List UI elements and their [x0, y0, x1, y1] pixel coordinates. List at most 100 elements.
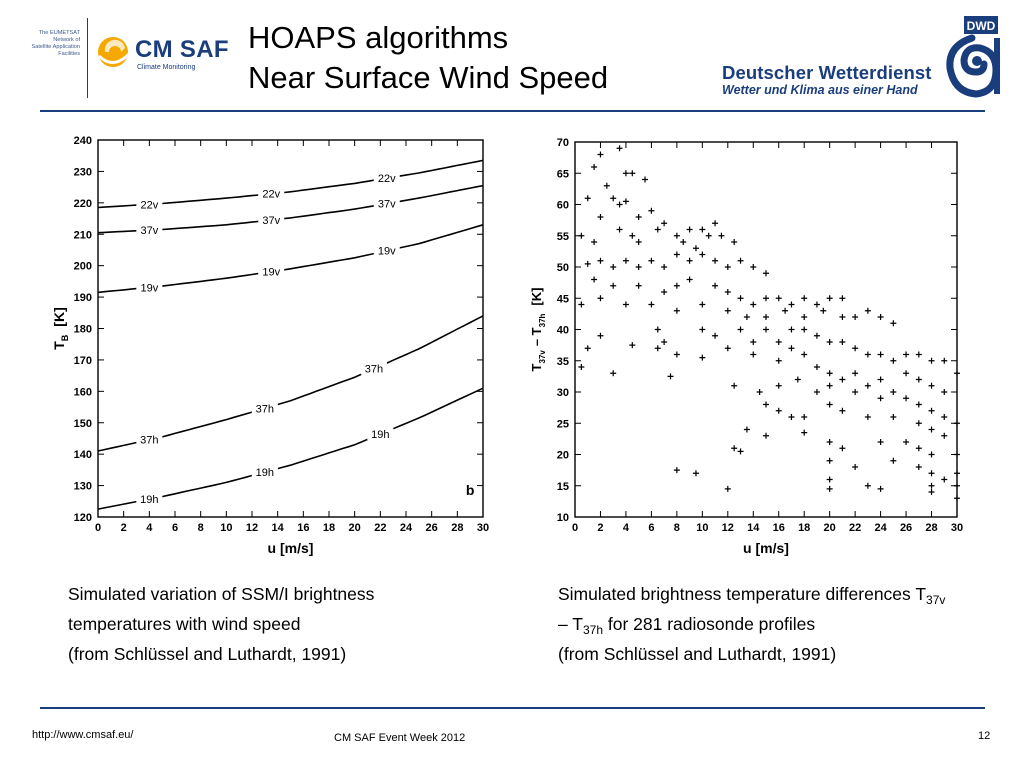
x-tick-label: 0	[572, 522, 578, 534]
data-point	[692, 470, 699, 477]
x-tick-label: 18	[323, 522, 335, 534]
data-point	[699, 226, 706, 233]
data-point	[954, 482, 960, 489]
data-point	[839, 295, 846, 302]
data-point	[642, 176, 649, 183]
data-point	[724, 289, 731, 295]
data-point	[673, 307, 680, 314]
data-point	[597, 295, 604, 302]
series-label-37h: 37h	[365, 364, 383, 376]
series-label-bg	[258, 264, 285, 278]
series-label-19v: 19v	[262, 267, 280, 279]
data-point	[731, 445, 738, 452]
right-caption-line-2: – T37h for 281 radiosonde profiles	[558, 609, 945, 639]
data-point	[864, 351, 871, 358]
series-label-22v: 22v	[378, 173, 396, 185]
y-tick-label: 180	[74, 324, 92, 336]
data-point	[839, 339, 846, 345]
data-point	[737, 326, 744, 333]
data-point	[616, 201, 623, 208]
right-caption-line-1: Simulated brightness temperature differe…	[558, 579, 945, 609]
data-point	[820, 307, 827, 314]
series-label-bg	[136, 280, 163, 294]
subscript-37v: 37v	[926, 593, 946, 607]
data-point	[616, 145, 623, 152]
data-point	[705, 232, 712, 239]
data-point	[591, 276, 598, 283]
data-point	[864, 482, 871, 489]
y-tick-label: 45	[557, 293, 569, 305]
x-tick-label: 8	[674, 522, 680, 534]
data-point	[915, 420, 922, 427]
data-point	[673, 232, 680, 239]
y-tick-label: 35	[557, 356, 569, 368]
y-tick-label: 140	[74, 449, 92, 461]
data-point	[826, 382, 833, 389]
data-point	[954, 451, 960, 458]
data-point	[928, 451, 935, 458]
footer-event: CM SAF Event Week 2012	[334, 732, 466, 744]
data-point	[890, 414, 897, 420]
series-line-19h	[97, 387, 484, 510]
data-point	[775, 295, 782, 302]
data-point	[692, 245, 699, 252]
title-line-2: Near Surface Wind Speed	[248, 60, 609, 95]
data-point	[788, 326, 795, 333]
panel-label: b	[466, 482, 475, 498]
data-point	[731, 239, 738, 245]
data-point	[737, 257, 744, 264]
data-point	[954, 420, 960, 427]
x-tick-label: 6	[172, 522, 178, 534]
right-caption-text: Simulated brightness temperature differe…	[558, 584, 927, 604]
data-point	[928, 470, 935, 477]
series-label-bg	[251, 465, 278, 479]
data-point	[826, 401, 833, 408]
y-tick-label: 130	[74, 481, 92, 493]
data-point	[877, 485, 884, 492]
data-point	[597, 214, 604, 220]
data-point	[610, 282, 617, 289]
data-point	[890, 357, 897, 364]
x-tick-label: 24	[400, 522, 413, 534]
cmsaf-subtitle: Climate Monitoring	[137, 64, 196, 71]
x-tick-label: 10	[220, 522, 232, 534]
data-point	[673, 351, 680, 358]
eumetsat-line: Network of	[53, 37, 80, 43]
data-point	[788, 345, 795, 352]
x-tick-label: 26	[426, 522, 438, 534]
data-point	[763, 432, 769, 439]
data-point	[635, 282, 642, 289]
data-point	[724, 345, 731, 352]
y-tick-label: 220	[74, 198, 92, 210]
data-point	[648, 207, 655, 214]
footer-url[interactable]: http://www.cmsaf.eu/	[32, 729, 134, 741]
data-point	[673, 282, 680, 289]
cmsaf-name: CM SAF	[135, 36, 229, 63]
data-point	[673, 467, 680, 474]
data-point	[794, 376, 801, 383]
data-point	[584, 345, 591, 352]
y-tick-label: 30	[557, 387, 569, 399]
y-tick-label: 40	[557, 325, 569, 337]
data-point	[813, 332, 820, 339]
data-point	[864, 307, 871, 314]
y-tick-label: 25	[557, 418, 569, 430]
data-point	[801, 414, 808, 420]
data-point	[763, 295, 769, 302]
footer-rule	[40, 707, 985, 709]
series-label-bg	[373, 196, 400, 210]
x-tick-label: 6	[648, 522, 654, 534]
data-point	[654, 226, 661, 233]
y-axis-unit: [K]	[51, 307, 67, 326]
x-tick-label: 30	[951, 522, 963, 534]
data-point	[661, 220, 668, 227]
series-label-19h: 19h	[371, 429, 389, 441]
y-axis-title: TB [K]	[51, 307, 70, 350]
data-point	[578, 232, 585, 239]
data-point	[864, 382, 871, 389]
data-point	[941, 476, 948, 483]
series-label-19v: 19v	[378, 246, 396, 258]
data-point	[699, 326, 706, 333]
series-label-bg	[258, 186, 285, 200]
y-tick-label: 65	[557, 168, 569, 180]
